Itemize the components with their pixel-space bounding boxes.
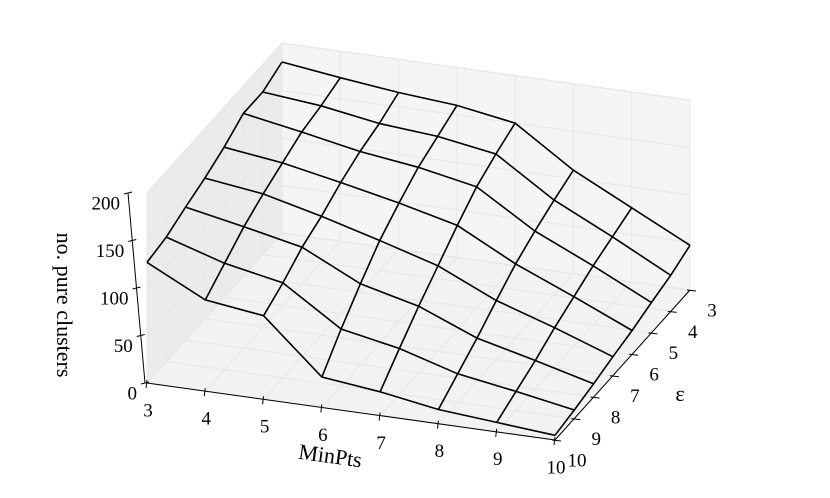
y-tick-label: 9 <box>592 429 602 450</box>
wire-col <box>262 92 400 317</box>
x-tick-label: 7 <box>376 433 386 454</box>
wire-col <box>379 122 516 393</box>
y-tick-label: 7 <box>630 386 640 407</box>
x-tick <box>436 420 439 429</box>
y-tick-label: 10 <box>568 450 587 471</box>
z-tick-label: 150 <box>96 241 125 262</box>
z-axis-label: no. pure clusters <box>52 233 77 378</box>
z-tick <box>140 381 150 385</box>
y-tick <box>629 353 639 356</box>
z-tick-label: 50 <box>114 336 133 357</box>
z-tick <box>123 191 133 195</box>
y-tick <box>551 439 562 442</box>
y-tick <box>648 332 658 335</box>
y-tick-label: 4 <box>688 322 698 343</box>
z-tick-label: 100 <box>100 288 129 309</box>
x-tick-label: 5 <box>260 417 270 438</box>
y-axis <box>554 289 691 441</box>
x-tick-label: 8 <box>435 441 445 462</box>
wire-row <box>165 236 575 411</box>
y-tick <box>571 418 581 421</box>
wire-row <box>185 206 594 385</box>
x-tick-label: 4 <box>202 409 212 430</box>
wire-row <box>204 177 614 358</box>
grid-line <box>146 184 691 336</box>
grid-line <box>146 89 691 241</box>
y-tick-label: 6 <box>649 365 659 386</box>
y-tick-label: 5 <box>669 343 679 364</box>
z-tick <box>132 286 141 290</box>
x-tick-label: 6 <box>318 425 328 446</box>
wire-col <box>146 61 283 263</box>
x-tick <box>495 428 498 437</box>
x-tick-label: 3 <box>143 400 153 421</box>
x-tick <box>145 379 148 389</box>
x-tick-label: 10 <box>547 457 566 478</box>
z-tick <box>128 239 137 242</box>
wire-row <box>262 91 672 276</box>
wire-col <box>554 244 691 436</box>
y-tick-label: 3 <box>707 300 717 321</box>
grid-line <box>146 137 691 289</box>
y-tick-label: 8 <box>611 408 621 429</box>
wire-col <box>496 207 633 423</box>
y-axis-label: ε <box>675 381 684 406</box>
z-tick-label: 200 <box>92 193 121 214</box>
y-tick <box>590 396 600 399</box>
y-tick <box>686 289 697 292</box>
x-axis-label: MinPts <box>297 439 363 473</box>
x-tick <box>262 396 265 405</box>
y-tick <box>667 310 677 313</box>
grid-line <box>146 42 691 194</box>
z-tick-label: 0 <box>128 383 138 404</box>
x-tick <box>553 436 556 446</box>
y-tick <box>609 375 619 378</box>
x-axis <box>146 382 556 441</box>
x-tick <box>320 404 323 413</box>
x-tick-label: 9 <box>493 449 503 470</box>
wire-row <box>146 261 556 437</box>
wire-col <box>437 169 575 410</box>
wire-row <box>223 146 633 332</box>
x-tick <box>378 412 381 421</box>
wire-col <box>204 77 341 301</box>
wire-row <box>243 112 652 304</box>
wire-col <box>321 104 458 378</box>
z-tick <box>136 334 145 337</box>
wire-row <box>281 61 691 246</box>
x-tick <box>203 388 206 397</box>
grid-line <box>146 232 691 384</box>
